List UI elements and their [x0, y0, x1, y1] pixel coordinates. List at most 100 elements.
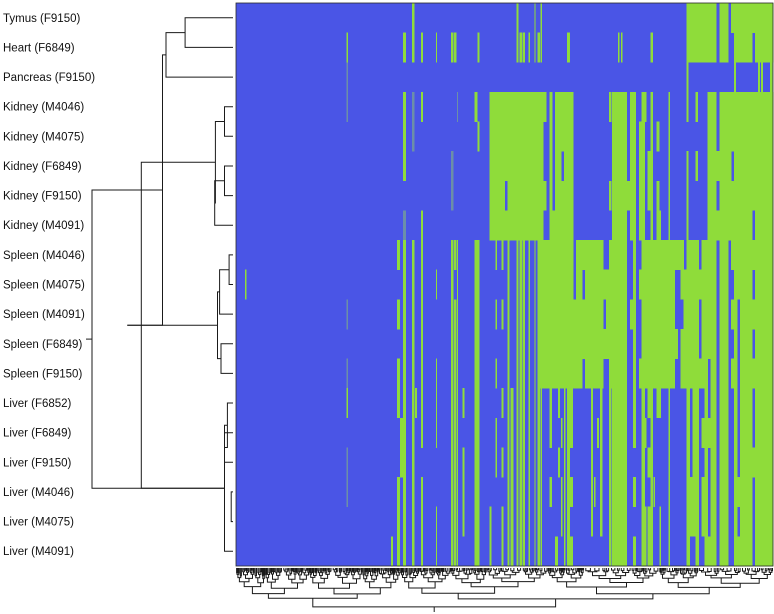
heatmap-cell — [725, 3, 729, 33]
heatmap-cell — [752, 121, 756, 152]
heatmap-cell — [746, 240, 750, 270]
heatmap-cell — [713, 358, 717, 389]
heatmap-cell — [734, 477, 738, 508]
heatmap-cell — [668, 388, 670, 419]
heatmap-cell — [531, 210, 535, 241]
heatmap-cell — [510, 506, 514, 537]
heatmap-cell — [501, 91, 505, 122]
heatmap-cell — [522, 240, 526, 270]
heatmap-cell — [761, 358, 765, 389]
heatmap-cell — [764, 477, 768, 508]
heatmap-cell — [755, 447, 759, 478]
heatmap-cell — [614, 388, 619, 419]
heatmap-cell — [519, 32, 523, 63]
heatmap-cell — [543, 240, 547, 270]
heatmap-cell — [495, 121, 499, 152]
heatmap-cell — [668, 328, 672, 359]
heatmap-cell — [537, 417, 541, 448]
heatmap-cell — [710, 358, 714, 389]
heatmap-cell — [495, 240, 497, 270]
column-dendrogram-branch — [327, 568, 330, 571]
heatmap-cell — [728, 121, 732, 152]
heatmap-cell — [519, 506, 523, 537]
heatmap-cell — [507, 477, 510, 508]
heatmap-cell — [492, 151, 496, 182]
heatmap-cell — [746, 477, 750, 508]
heatmap-cell — [540, 506, 542, 537]
heatmap-cell — [746, 506, 750, 537]
heatmap-cell — [456, 328, 459, 359]
heatmap-cell — [755, 299, 759, 330]
heatmap-cell — [588, 269, 592, 300]
heatmap-cell — [629, 180, 634, 211]
heatmap-cell — [740, 3, 744, 33]
heatmap-cell — [620, 240, 625, 270]
heatmap-cell — [507, 388, 510, 419]
heatmap-cell — [710, 477, 714, 508]
heatmap-cell — [501, 180, 505, 211]
heatmap-cell — [456, 506, 459, 537]
heatmap-cell — [620, 328, 625, 359]
heatmap-cell — [546, 358, 550, 389]
heatmap-cell — [558, 328, 562, 359]
heatmap-cell — [761, 121, 765, 152]
heatmap-cell — [710, 506, 714, 537]
heatmap-cell — [692, 417, 696, 448]
heatmap-cell — [761, 328, 765, 359]
heatmap-cell — [725, 32, 729, 63]
heatmap-cell — [614, 477, 619, 508]
heatmap-cell — [620, 299, 625, 330]
heatmap-cell — [689, 477, 693, 508]
heatmap-cell — [740, 506, 744, 537]
heatmap-cell — [412, 240, 415, 270]
heatmap-cell — [549, 121, 553, 152]
heatmap-cell — [450, 151, 454, 182]
heatmap-cell — [740, 269, 744, 300]
heatmap-cell — [543, 269, 547, 300]
heatmap-cell — [707, 210, 711, 241]
heatmap-cell — [516, 3, 519, 33]
heatmap-cell — [686, 62, 689, 93]
heatmap-cell — [764, 388, 768, 419]
heatmap-cell — [656, 210, 660, 241]
heatmap-cell — [770, 240, 774, 270]
heatmap-cell — [722, 328, 726, 359]
heatmap-cell — [686, 269, 690, 300]
heatmap-cell — [743, 299, 747, 330]
column-dendrogram-branch — [250, 568, 253, 571]
heatmap-cell — [564, 180, 568, 211]
heatmap-cell — [525, 91, 529, 122]
heatmap-cell — [522, 269, 526, 300]
heatmap-cell — [722, 358, 726, 389]
heatmap-cell — [531, 151, 535, 182]
heatmap-cell — [758, 32, 762, 63]
heatmap-cell — [710, 210, 714, 241]
heatmap-cell — [698, 358, 702, 389]
heatmap-cell — [561, 240, 565, 270]
heatmap-cell — [456, 536, 459, 567]
heatmap-cell — [534, 477, 536, 508]
heatmap-cell — [495, 299, 497, 330]
heatmap-cell — [456, 299, 459, 330]
heatmap-cell — [528, 121, 532, 152]
heatmap-cell — [764, 240, 768, 270]
heatmap-cell — [519, 358, 523, 389]
heatmap-cell — [534, 3, 536, 33]
heatmap-cell — [498, 180, 502, 211]
heatmap-cell — [507, 417, 510, 448]
heatmap-cell — [397, 299, 401, 330]
heatmap-cell — [734, 91, 738, 122]
heatmap-cell — [746, 32, 750, 63]
heatmap-cell — [758, 417, 762, 448]
heatmap-cell — [656, 180, 660, 211]
heatmap-cell — [632, 210, 637, 241]
heatmap-cell — [513, 180, 517, 211]
column-dendrogram-branch — [435, 568, 438, 572]
heatmap-cell — [770, 32, 774, 63]
heatmap-cell — [710, 269, 714, 300]
heatmap-cell — [734, 358, 738, 389]
heatmap-cell — [764, 358, 768, 389]
heatmap-cell — [567, 121, 571, 152]
heatmap-cell — [749, 151, 753, 182]
heatmap-cell — [596, 358, 601, 389]
